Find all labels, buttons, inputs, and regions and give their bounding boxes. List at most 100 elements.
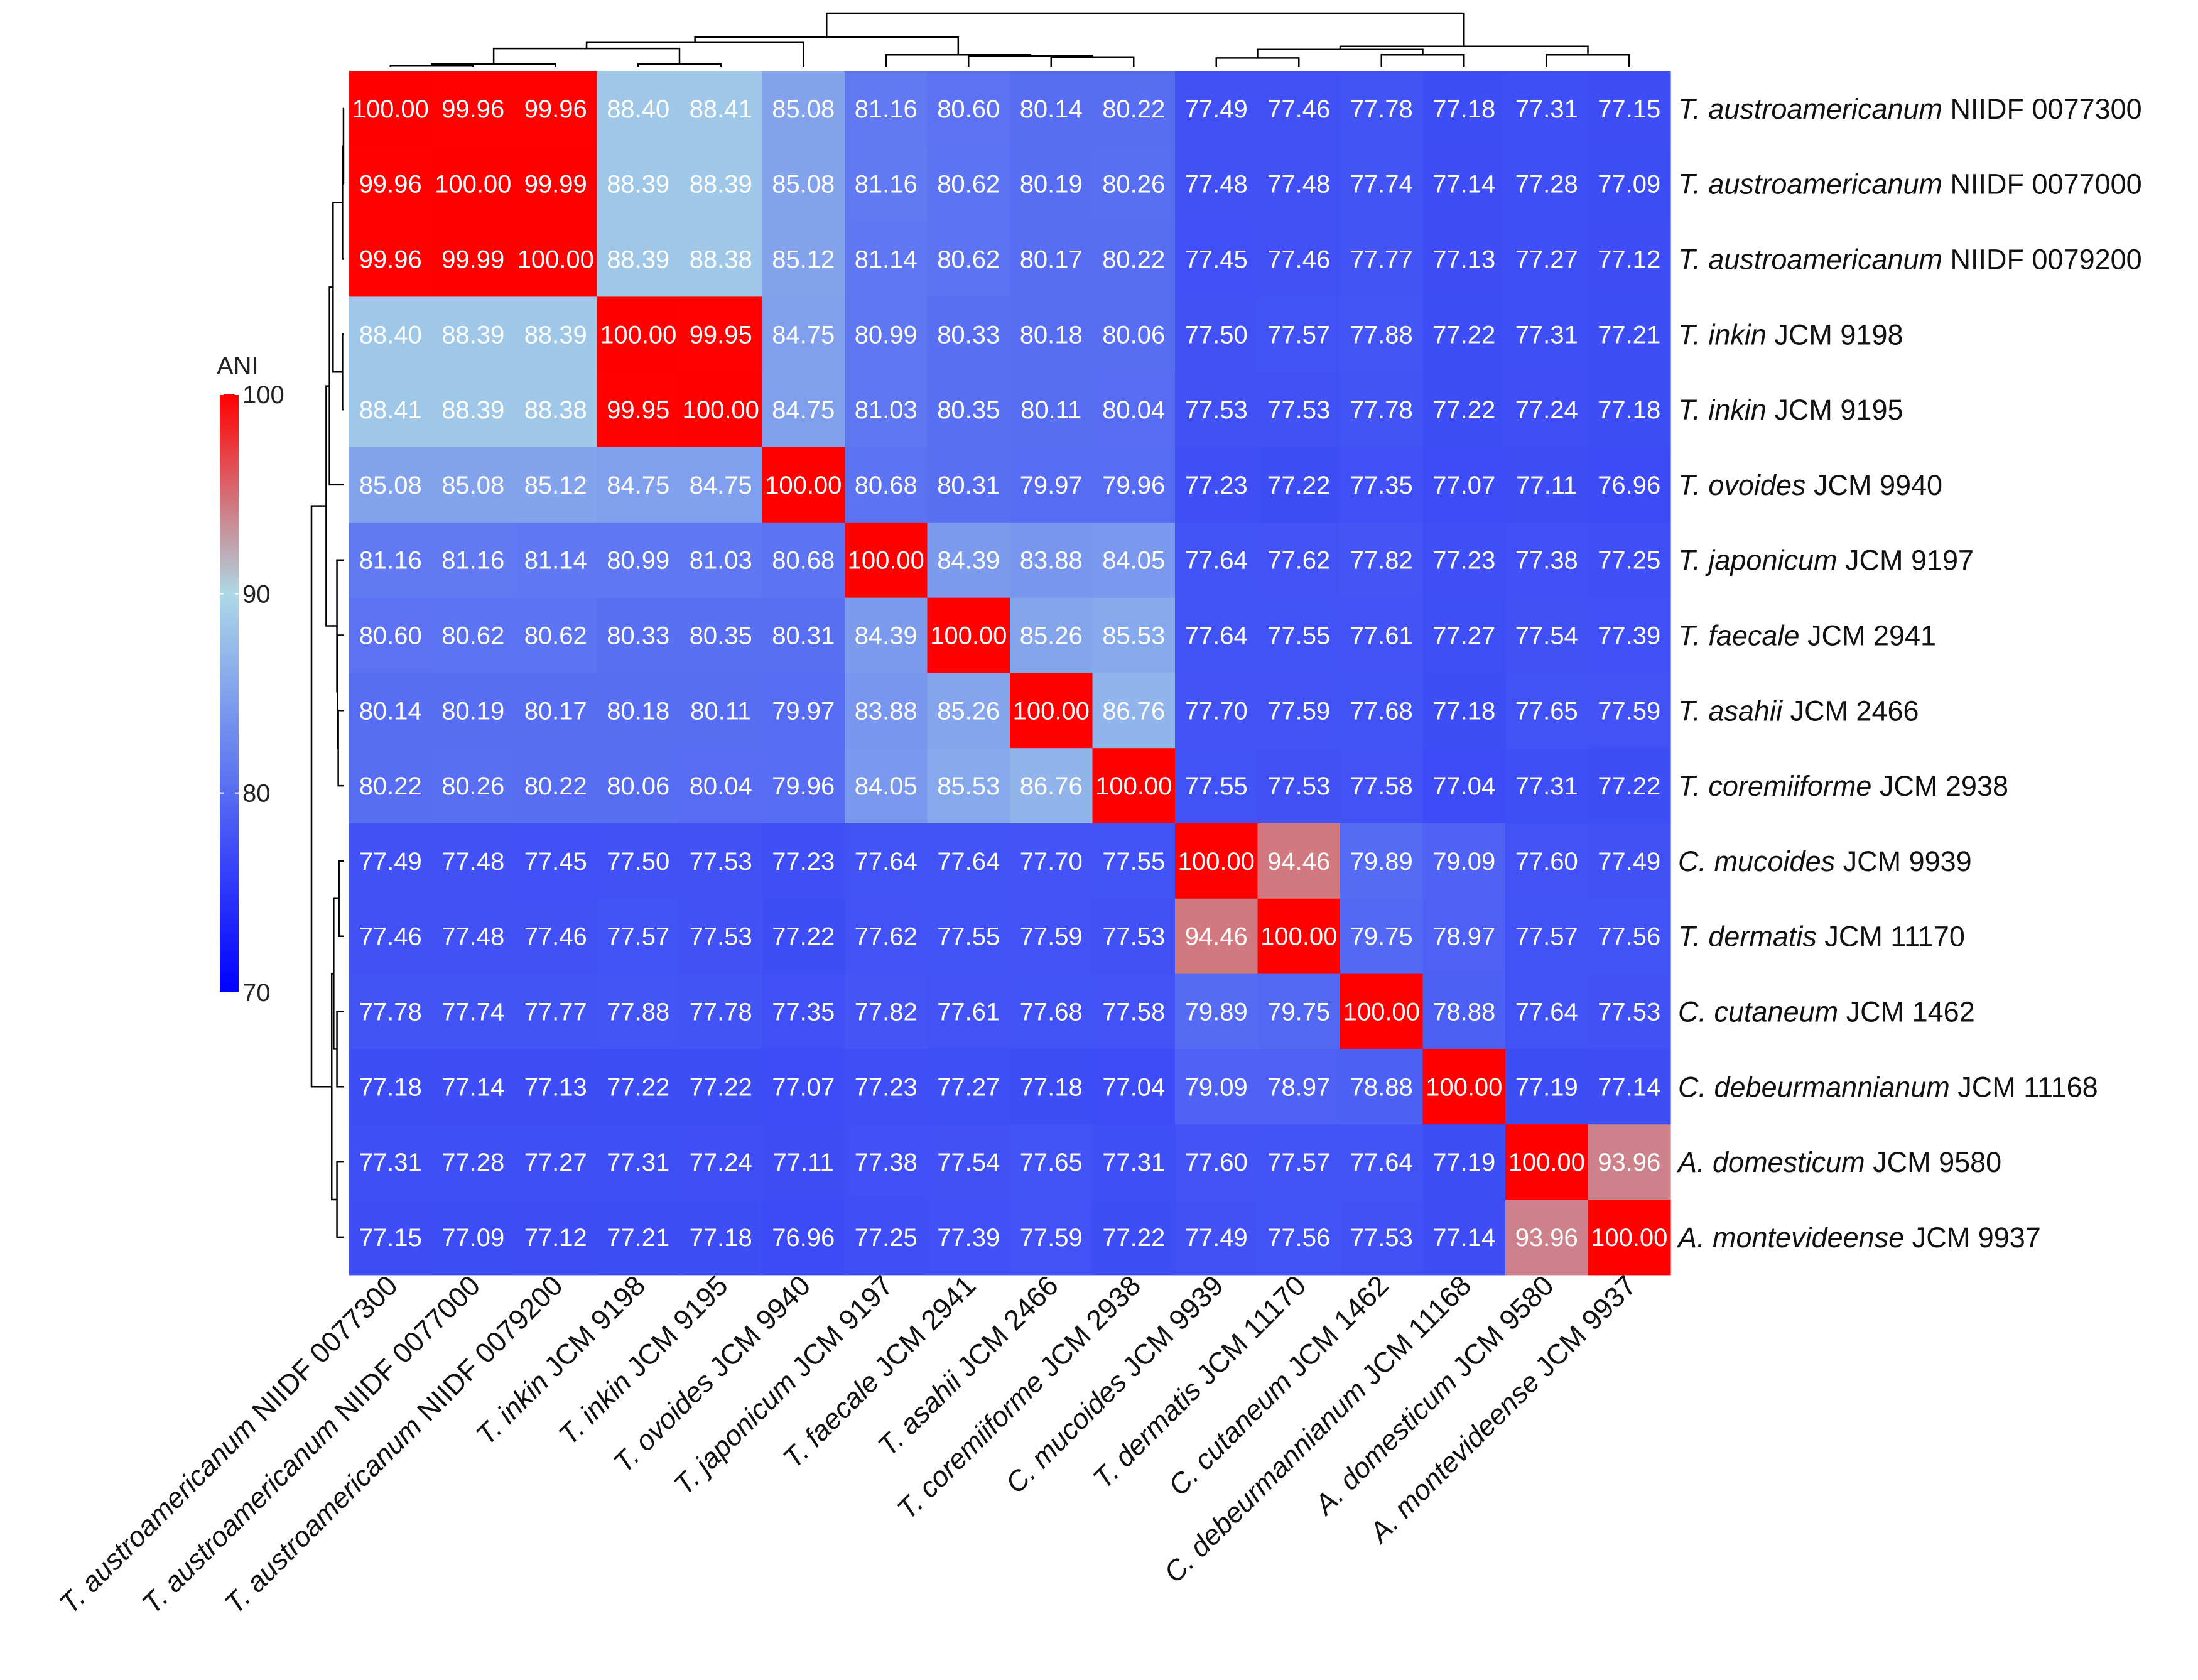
cell-value-label: 77.82 xyxy=(855,999,918,1026)
row-label: T. inkin JCM 9195 xyxy=(1678,394,1903,426)
cell-value-label: 77.45 xyxy=(1185,246,1248,274)
heatmap-cell xyxy=(1257,372,1341,448)
heatmap-cell xyxy=(679,973,763,1049)
row-label-species: T. austroamericanum xyxy=(1678,168,1942,200)
cell-value-label: 77.35 xyxy=(772,999,835,1026)
heatmap-cell xyxy=(1257,898,1341,975)
row-label-species: T. austroamericanum xyxy=(1678,93,1942,125)
cell-value-label: 77.24 xyxy=(690,1149,752,1176)
heatmap-cell xyxy=(1422,221,1506,297)
cell-value-label: 78.88 xyxy=(1432,999,1495,1026)
cell-value-label: 77.18 xyxy=(1432,95,1495,123)
heatmap-cell xyxy=(514,1124,598,1200)
row-label-strain: JCM 9197 xyxy=(1837,545,1974,577)
heatmap-cell xyxy=(349,522,433,599)
cell-value-label: 83.88 xyxy=(855,697,918,725)
heatmap-cell xyxy=(1422,823,1506,899)
cell-value-label: 80.11 xyxy=(1020,396,1081,424)
heatmap-cell xyxy=(349,1200,433,1276)
dendrogram-branch xyxy=(585,41,804,67)
heatmap-cell xyxy=(514,597,598,673)
row-label-strain: NIIDF 0079200 xyxy=(1942,244,2142,276)
heatmap-cell xyxy=(1257,1200,1341,1276)
heatmap-cell xyxy=(762,673,845,749)
cell-value-label: 80.06 xyxy=(607,772,669,800)
cell-value-label: 77.22 xyxy=(607,1073,669,1101)
heatmap-cell xyxy=(927,71,1010,147)
heatmap-cell xyxy=(1010,221,1093,297)
cell-value-label: 77.64 xyxy=(937,848,1000,875)
heatmap-cell xyxy=(1422,748,1506,824)
legend-tick-label: 80 xyxy=(242,780,271,808)
heatmap-cell xyxy=(679,1049,763,1125)
cell-value-label: 99.96 xyxy=(524,95,587,123)
cell-value-label: 94.46 xyxy=(1185,923,1248,951)
heatmap-cell xyxy=(514,522,598,599)
cell-value-label: 77.48 xyxy=(441,923,504,951)
cell-value-label: 80.18 xyxy=(1020,321,1083,349)
heatmap-cell xyxy=(1340,372,1424,448)
row-label: C. debeurmannianum JCM 11168 xyxy=(1678,1071,2098,1103)
heatmap-cell xyxy=(1010,522,1093,599)
cell-value-label: 77.61 xyxy=(1350,622,1413,650)
row-label-strain: JCM 9939 xyxy=(1835,845,1972,877)
cell-value-label: 100.00 xyxy=(1178,848,1255,875)
cell-value-label: 80.22 xyxy=(359,772,422,800)
cell-value-label: 77.31 xyxy=(1102,1149,1165,1176)
heatmap-cell xyxy=(1257,748,1341,824)
cell-value-label: 77.46 xyxy=(1267,95,1330,123)
heatmap-cell xyxy=(1588,71,1671,147)
cell-value-label: 77.04 xyxy=(1102,1073,1165,1101)
cell-value-label: 80.99 xyxy=(607,547,669,575)
heatmap-cell xyxy=(1175,146,1259,222)
heatmap-cell xyxy=(349,146,433,222)
heatmap-cell xyxy=(1175,447,1259,523)
heatmap-cell xyxy=(679,597,763,673)
cell-value-label: 85.08 xyxy=(441,472,504,499)
cell-value-label: 77.58 xyxy=(1350,772,1413,800)
heatmap-cell xyxy=(927,823,1010,899)
heatmap-cell xyxy=(1175,372,1259,448)
cell-value-label: 88.40 xyxy=(359,321,422,349)
heatmap-cell xyxy=(431,898,515,975)
heatmap-cell xyxy=(1505,522,1589,599)
cell-value-label: 77.50 xyxy=(607,848,669,875)
heatmap-cell xyxy=(1505,146,1589,222)
cell-value-label: 80.62 xyxy=(937,171,1000,198)
heatmap-cell xyxy=(1588,447,1671,523)
row-label-species: T. ovoides xyxy=(1678,469,1806,501)
cell-value-label: 88.39 xyxy=(441,396,504,424)
cell-value-label: 77.53 xyxy=(1350,1224,1413,1252)
top-dendrogram xyxy=(389,12,1630,67)
cell-value-label: 77.78 xyxy=(359,999,422,1026)
cell-value-label: 88.39 xyxy=(607,171,669,198)
cell-value-label: 77.56 xyxy=(1598,923,1660,951)
cell-value-label: 79.96 xyxy=(1102,472,1165,499)
cell-value-label: 88.39 xyxy=(524,321,587,349)
cell-value-label: 80.17 xyxy=(1020,246,1083,274)
cell-value-label: 77.57 xyxy=(1515,923,1578,951)
cell-value-label: 85.12 xyxy=(772,246,835,274)
cell-value-label: 77.53 xyxy=(1598,999,1660,1026)
heatmap-cell xyxy=(927,973,1010,1049)
heatmap-cell xyxy=(431,372,515,448)
cell-value-label: 80.33 xyxy=(937,321,1000,349)
heatmap-cell xyxy=(1588,1049,1671,1125)
cell-value-label: 84.05 xyxy=(855,772,918,800)
heatmap-cell xyxy=(1505,221,1589,297)
column-label-strain: NIIDF 0077300 xyxy=(240,1269,404,1433)
heatmap-cell xyxy=(762,1200,845,1276)
cell-value-label: 99.96 xyxy=(441,95,504,123)
heatmap-cell xyxy=(1340,898,1424,975)
cell-value-label: 80.04 xyxy=(1102,396,1165,424)
row-label: C. mucoides JCM 9939 xyxy=(1678,845,1972,877)
heatmap-cell xyxy=(349,823,433,899)
heatmap-cell xyxy=(1010,1200,1093,1276)
cell-value-label: 80.22 xyxy=(1102,246,1165,274)
row-label-strain: JCM 9937 xyxy=(1904,1222,2041,1254)
cell-value-label: 79.09 xyxy=(1432,848,1495,875)
dendrogram-branch xyxy=(1215,57,1300,67)
cell-value-label: 80.68 xyxy=(855,472,918,499)
heatmap-cell xyxy=(762,748,845,824)
cell-value-label: 88.41 xyxy=(359,396,422,424)
